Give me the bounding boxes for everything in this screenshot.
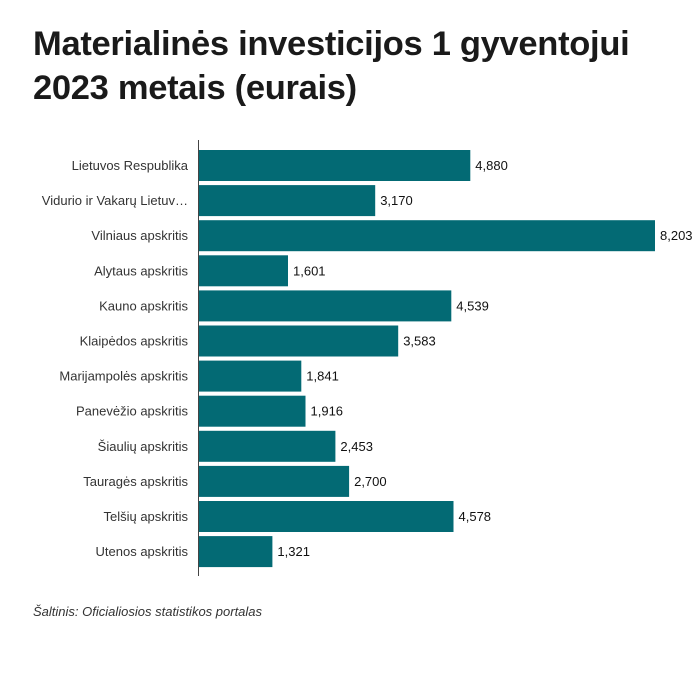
- value-label: 1,321: [277, 544, 310, 559]
- bar: [199, 395, 306, 427]
- value-label: 4,880: [475, 158, 508, 173]
- category-label: Vilniaus apskritis: [91, 228, 188, 243]
- category-label: Vidurio ir Vakarų Lietuv…: [42, 193, 188, 208]
- bar: [199, 150, 471, 181]
- value-label: 2,700: [354, 474, 387, 489]
- bar: [199, 465, 350, 497]
- bar: [199, 360, 302, 392]
- value-label: 4,578: [459, 509, 492, 524]
- value-label: 2,453: [340, 439, 373, 454]
- value-label: 8,203: [660, 228, 693, 243]
- category-label: Panevėžio apskritis: [76, 404, 188, 419]
- category-label: Marijampolės apskritis: [59, 369, 188, 384]
- value-label: 1,841: [306, 369, 339, 384]
- category-label: Telšių apskritis: [103, 509, 188, 524]
- category-label: Utenos apskritis: [96, 544, 189, 559]
- bar: [199, 255, 288, 287]
- bar: [199, 185, 376, 217]
- bars-layer: [199, 150, 655, 568]
- category-label: Lietuvos Respublika: [72, 158, 189, 173]
- category-label: Šiaulių apskritis: [98, 439, 189, 454]
- value-label: 4,539: [456, 298, 489, 313]
- value-label: 3,170: [380, 193, 413, 208]
- bar: [199, 290, 452, 322]
- value-label: 3,583: [403, 334, 436, 349]
- labels-layer: Lietuvos Respublika 4,880 Vidurio ir Vakar…: [42, 158, 693, 559]
- bar: [199, 220, 655, 252]
- category-label: Alytaus apskritis: [94, 263, 188, 278]
- bar: [199, 430, 336, 462]
- category-label: Tauragės apskritis: [83, 474, 188, 489]
- bar: [199, 501, 454, 532]
- value-label: 1,601: [293, 263, 326, 278]
- category-label: Kauno apskritis: [99, 298, 188, 313]
- source-note: Šaltinis: Oficialiosios statistikos port…: [33, 604, 263, 619]
- bar: [199, 325, 399, 357]
- bar: [199, 536, 273, 568]
- chart-title: Materialinės investicijos 1 gyventojui 2…: [33, 25, 630, 107]
- category-label: Klaipėdos apskritis: [80, 334, 189, 349]
- value-label: 1,916: [311, 404, 344, 419]
